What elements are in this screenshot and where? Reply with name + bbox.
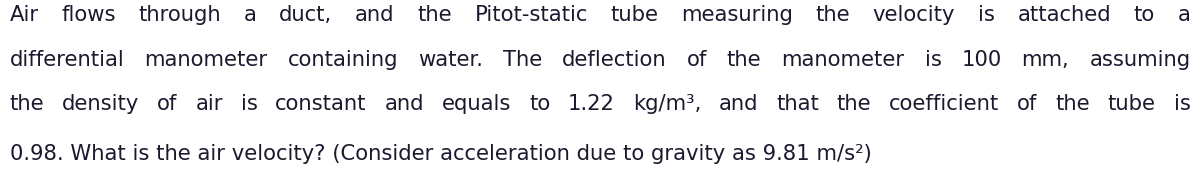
Text: Air: Air xyxy=(10,5,38,25)
Text: the: the xyxy=(836,94,871,114)
Text: to: to xyxy=(1134,5,1154,25)
Text: air: air xyxy=(196,94,223,114)
Text: density: density xyxy=(62,94,139,114)
Text: The: The xyxy=(503,50,542,70)
Text: deflection: deflection xyxy=(562,50,666,70)
Text: 100: 100 xyxy=(961,50,1002,70)
Text: kg/m³,: kg/m³, xyxy=(632,94,701,114)
Text: manometer: manometer xyxy=(781,50,905,70)
Text: to: to xyxy=(529,94,551,114)
Text: manometer: manometer xyxy=(144,50,268,70)
Text: through: through xyxy=(138,5,221,25)
Text: attached: attached xyxy=(1018,5,1111,25)
Text: the: the xyxy=(816,5,850,25)
Text: of: of xyxy=(1018,94,1038,114)
Text: a: a xyxy=(244,5,257,25)
Text: tube: tube xyxy=(1108,94,1156,114)
Text: tube: tube xyxy=(611,5,659,25)
Text: and: and xyxy=(355,5,395,25)
Text: and: and xyxy=(384,94,424,114)
Text: duct,: duct, xyxy=(280,5,332,25)
Text: equals: equals xyxy=(442,94,511,114)
Text: coefficient: coefficient xyxy=(889,94,1000,114)
Text: the: the xyxy=(10,94,44,114)
Text: of: of xyxy=(157,94,178,114)
Text: a: a xyxy=(1177,5,1190,25)
Text: of: of xyxy=(686,50,707,70)
Text: the: the xyxy=(418,5,452,25)
Text: measuring: measuring xyxy=(682,5,793,25)
Text: velocity: velocity xyxy=(872,5,955,25)
Text: is: is xyxy=(240,94,258,114)
Text: containing: containing xyxy=(288,50,398,70)
Text: differential: differential xyxy=(10,50,125,70)
Text: constant: constant xyxy=(275,94,367,114)
Text: is: is xyxy=(1174,94,1190,114)
Text: and: and xyxy=(719,94,758,114)
Text: is: is xyxy=(924,50,941,70)
Text: the: the xyxy=(727,50,762,70)
Text: water.: water. xyxy=(418,50,482,70)
Text: assuming: assuming xyxy=(1090,50,1190,70)
Text: mm,: mm, xyxy=(1021,50,1069,70)
Text: that: that xyxy=(776,94,818,114)
Text: Pitot-static: Pitot-static xyxy=(474,5,588,25)
Text: 1.22: 1.22 xyxy=(568,94,614,114)
Text: the: the xyxy=(1055,94,1090,114)
Text: flows: flows xyxy=(61,5,116,25)
Text: is: is xyxy=(978,5,995,25)
Text: 0.98. What is the air velocity? (Consider acceleration due to gravity as 9.81 m/: 0.98. What is the air velocity? (Conside… xyxy=(10,144,871,164)
